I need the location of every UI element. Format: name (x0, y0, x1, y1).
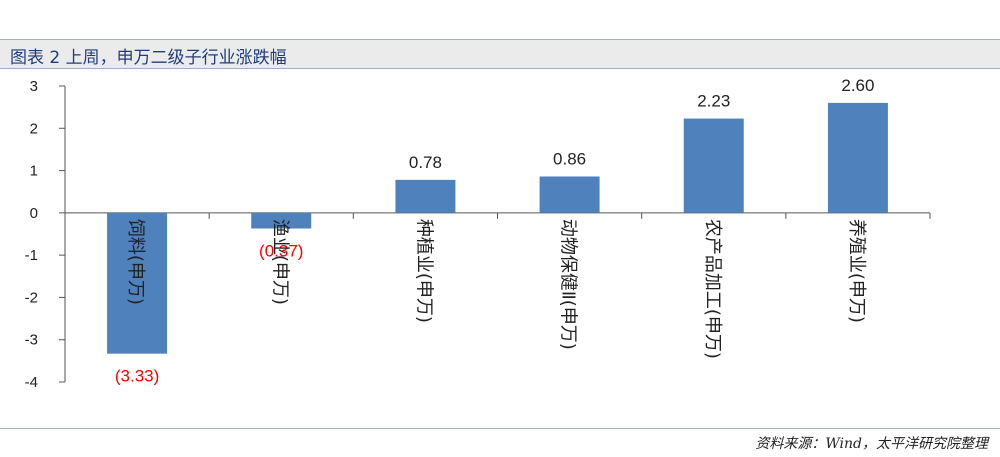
bar (539, 176, 600, 213)
data-label: (3.33) (115, 367, 159, 386)
bottom-divider (0, 428, 1000, 429)
data-label: 0.78 (409, 153, 442, 172)
y-tick-label: -3 (25, 332, 38, 349)
y-tick-label: -2 (25, 289, 38, 306)
category-label: 农产品加工(申万) (702, 219, 723, 359)
bar (395, 179, 456, 213)
category-label: 饲料(申万) (125, 219, 146, 305)
bar (251, 212, 312, 229)
y-tick-label: 2 (30, 120, 38, 137)
data-label: 2.60 (841, 76, 874, 95)
y-tick-label: 1 (30, 163, 38, 180)
category-label: 养殖业(申万) (846, 219, 868, 323)
y-tick-label: -4 (25, 374, 38, 391)
data-label: (0.37) (259, 242, 303, 261)
chart-title-bar: 图表 2 上周，申万二级子行业涨跌幅 (0, 39, 1000, 69)
data-label: 2.23 (697, 92, 730, 111)
category-label: 渔业(申万) (269, 219, 290, 305)
y-tick-label: 3 (30, 78, 38, 95)
bar (827, 102, 888, 213)
source-note: 资料来源：Wind，太平洋研究院整理 (755, 436, 988, 452)
chart-title: 图表 2 上周，申万二级子行业涨跌幅 (10, 48, 287, 68)
y-tick-label: 0 (30, 205, 38, 222)
category-label: 种植业(申万) (413, 219, 434, 323)
y-tick-label: -1 (25, 247, 38, 264)
bar (683, 118, 744, 213)
data-label: 0.86 (553, 149, 586, 168)
category-label: 动物保健Ⅱ(申万) (558, 219, 579, 350)
bar (107, 212, 168, 354)
